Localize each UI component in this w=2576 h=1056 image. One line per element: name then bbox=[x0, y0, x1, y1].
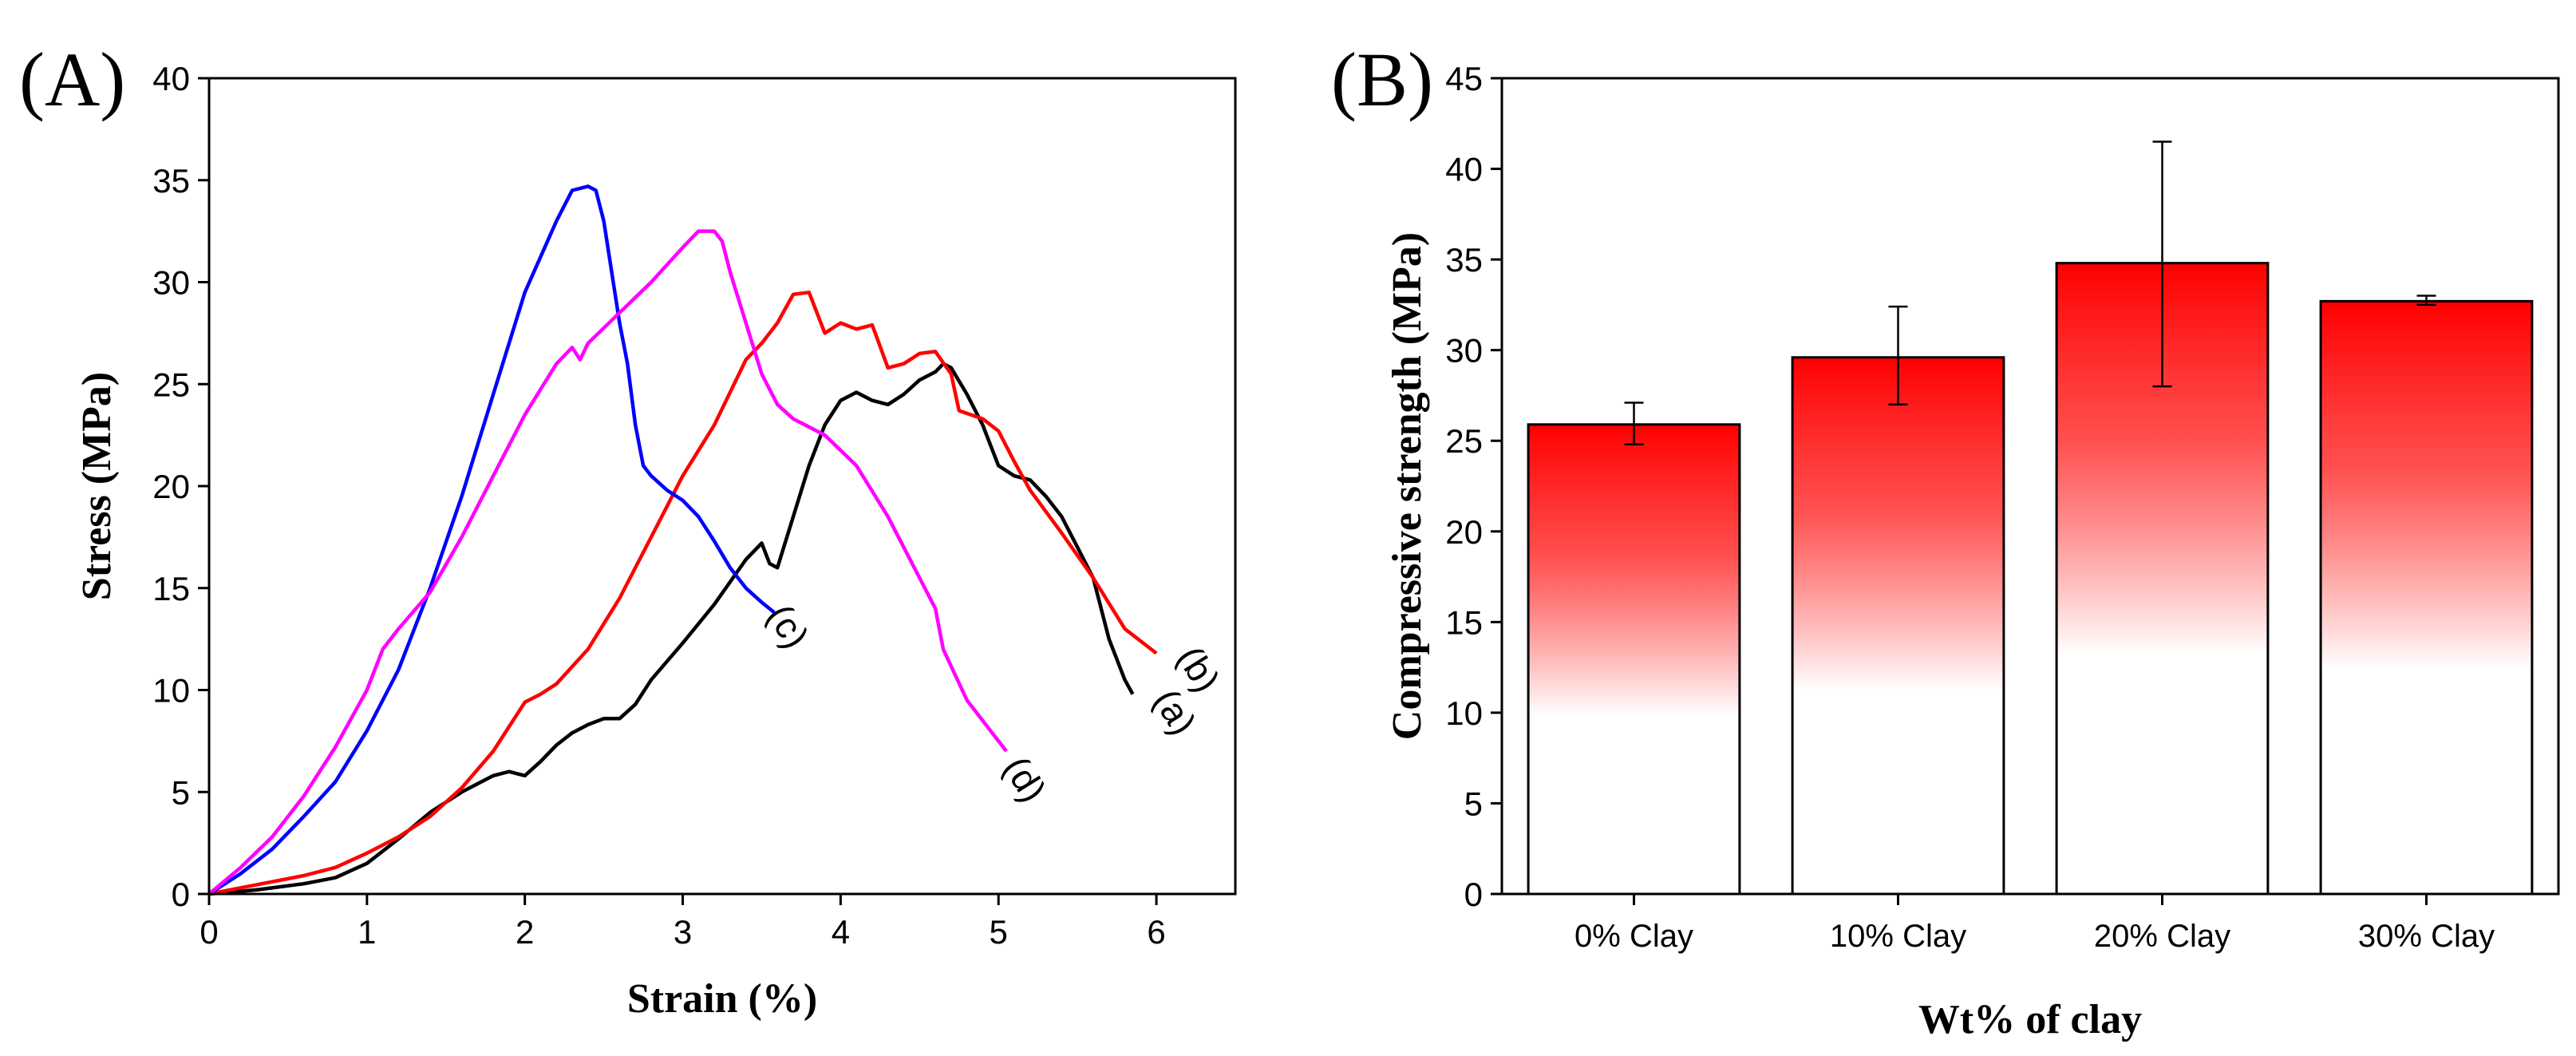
x-tick-label: 3 bbox=[674, 913, 692, 951]
y-tick-label: 0 bbox=[172, 876, 190, 913]
y-tick-label: 30 bbox=[152, 264, 190, 302]
series-line bbox=[208, 362, 1135, 896]
panel-a-x-axis-label: Strain (%) bbox=[627, 976, 817, 1022]
y-tick-label: 20 bbox=[1445, 513, 1483, 551]
y-tick-label: 25 bbox=[152, 366, 190, 403]
panel-a-y-axis-label: Stress (MPa) bbox=[74, 372, 120, 600]
error-bar bbox=[1624, 401, 1644, 446]
x-tick-label: 1 bbox=[358, 913, 376, 951]
y-tick-label: 10 bbox=[1445, 694, 1483, 732]
panel-b-plot-frame bbox=[1500, 77, 2560, 896]
series-line bbox=[208, 291, 1158, 896]
error-bar bbox=[1888, 305, 1908, 406]
error-bar bbox=[2152, 140, 2172, 388]
panel-b-ticks: 0% Clay 10% Clay 20% Clay 30% Clay 0 5 10 15 20 2… bbox=[1445, 60, 2495, 954]
panel-b-bars bbox=[1527, 262, 2534, 896]
series-line bbox=[207, 229, 1008, 896]
y-tick-label: 0 bbox=[1464, 876, 1483, 913]
panel-b-x-axis-label: Wt% of clay bbox=[1918, 997, 2142, 1042]
y-tick-label: 10 bbox=[152, 672, 190, 710]
category-label: 30% Clay bbox=[2358, 919, 2495, 954]
category-label: 0% Clay bbox=[1574, 919, 1693, 954]
y-tick-label: 30 bbox=[1445, 332, 1483, 370]
y-tick-label: 40 bbox=[1445, 151, 1483, 188]
panel-b-label: (B) bbox=[1331, 37, 1433, 122]
y-tick-label: 20 bbox=[152, 468, 190, 505]
y-tick-label: 25 bbox=[1445, 422, 1483, 460]
panel-a-label: (A) bbox=[19, 37, 125, 122]
y-tick-label: 5 bbox=[172, 773, 190, 811]
bar bbox=[1527, 423, 1741, 896]
y-tick-label: 15 bbox=[1445, 603, 1483, 641]
y-tick-label: 40 bbox=[152, 60, 190, 97]
x-tick-label: 4 bbox=[832, 913, 850, 951]
panel-a: (A) 0 1 2 3 4 5 6 0 5 10 15 20 25 30 35 40 (a)(b)(c)(d)… bbox=[19, 37, 1237, 1022]
x-tick-label: 0 bbox=[200, 913, 218, 951]
panel-a-ticks: 0 1 2 3 4 5 6 0 5 10 15 20 25 30 35 40 bbox=[152, 60, 1165, 951]
x-tick-label: 5 bbox=[990, 913, 1008, 951]
x-tick-label: 6 bbox=[1147, 913, 1165, 951]
series-label: (d) bbox=[996, 749, 1055, 809]
panel-b: (B) 0% Clay 10% Clay 20% Clay 30% Clay 0 5 10 1… bbox=[1331, 37, 2560, 1042]
error-bar bbox=[2416, 295, 2436, 307]
panel-a-series-labels: (a)(b)(c)(d) bbox=[760, 597, 1229, 809]
x-tick-label: 2 bbox=[516, 913, 534, 951]
category-label: 10% Clay bbox=[1830, 919, 1966, 954]
y-tick-label: 15 bbox=[152, 570, 190, 607]
y-tick-label: 35 bbox=[152, 162, 190, 200]
category-label: 20% Clay bbox=[2094, 919, 2230, 954]
series-line bbox=[207, 184, 776, 896]
panel-a-series bbox=[207, 184, 1158, 896]
panel-b-y-axis-label: Compressive strength (MPa) bbox=[1385, 232, 1430, 740]
bar bbox=[1791, 356, 2005, 896]
panel-a-plot-frame bbox=[207, 77, 1237, 896]
y-tick-label: 5 bbox=[1464, 785, 1483, 822]
bar bbox=[2319, 299, 2534, 896]
panel-b-error-bars bbox=[1624, 140, 2436, 446]
y-tick-label: 35 bbox=[1445, 241, 1483, 279]
y-tick-label: 45 bbox=[1445, 60, 1483, 97]
